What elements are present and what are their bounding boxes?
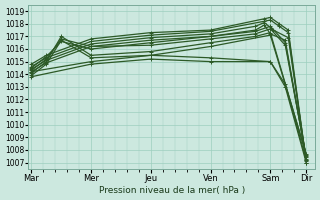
X-axis label: Pression niveau de la mer( hPa ): Pression niveau de la mer( hPa ) (99, 186, 245, 195)
